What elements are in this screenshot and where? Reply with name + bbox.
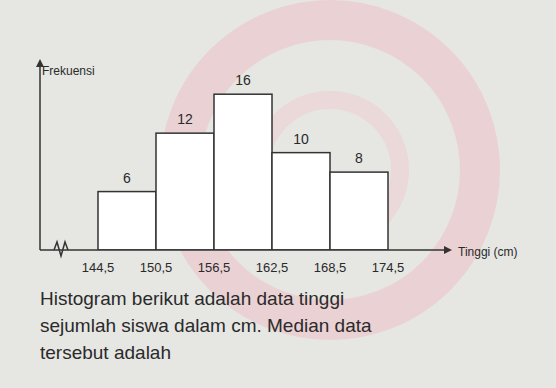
- histogram-bar: [214, 94, 272, 250]
- axis-break: [54, 242, 68, 256]
- x-tick-label: 144,5: [82, 260, 115, 275]
- bars: [98, 94, 388, 250]
- data-label: 16: [235, 72, 251, 88]
- data-label: 12: [177, 111, 193, 127]
- x-tick-label: 162,5: [256, 260, 289, 275]
- labels: 6 12 16 10 8: [123, 72, 363, 185]
- data-label: 6: [123, 170, 131, 186]
- x-tick-label: 156,5: [198, 260, 231, 275]
- x-tick-label: 174,5: [372, 260, 405, 275]
- y-axis: [39, 61, 41, 250]
- histogram-bar: [272, 153, 330, 250]
- y-axis-label: Frekuensi: [42, 64, 95, 78]
- histogram-bar: [330, 172, 388, 250]
- histogram-bar: [156, 133, 214, 250]
- x-axis-label: Tinggi (cm): [458, 245, 518, 259]
- caption-line: sejumlah siswa dalam cm. Median data: [40, 315, 372, 336]
- x-axis: [40, 249, 446, 251]
- data-label: 10: [293, 131, 309, 147]
- x-tick-label: 168,5: [314, 260, 347, 275]
- caption-line: Histogram berikut adalah data tinggi: [40, 288, 344, 309]
- data-label: 8: [355, 150, 363, 166]
- histogram-bar: [98, 192, 156, 250]
- x-axis-arrow: [444, 246, 452, 254]
- watermark: [180, 20, 480, 320]
- x-tick-label: 150,5: [140, 260, 173, 275]
- chart: 6 12 16 10 8 144,5 150,5 156,5 162,5 168,5 174,5 Fr…: [0, 0, 556, 388]
- caption-line: tersebut adalah: [40, 342, 171, 363]
